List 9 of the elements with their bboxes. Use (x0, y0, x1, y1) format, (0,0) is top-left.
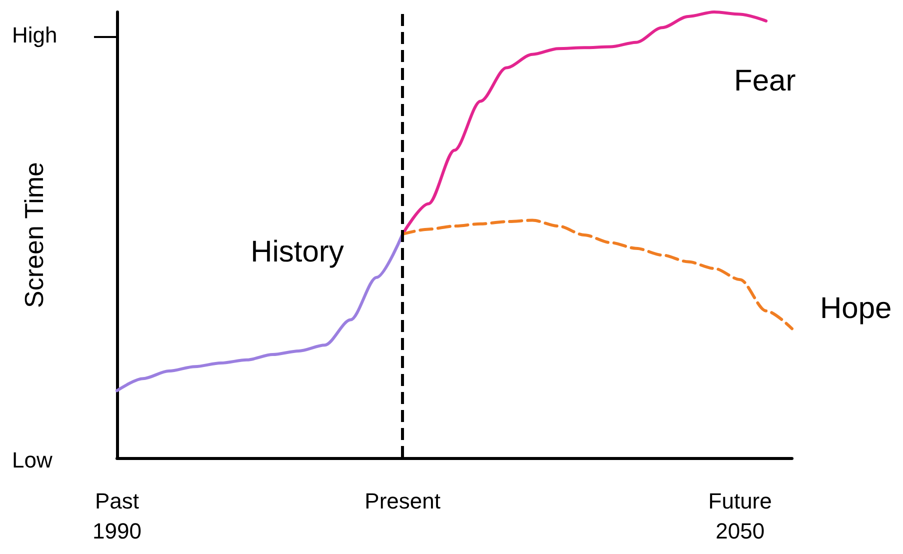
x-tick-label: Past 1990 (92, 488, 142, 544)
text: Low (12, 448, 52, 472)
x-tick-label: Present (364, 488, 440, 514)
series-label: Hope (820, 292, 892, 326)
text: High (12, 22, 58, 48)
y-axis-title: Screen Time (19, 162, 49, 308)
series-label: Fear (734, 64, 796, 98)
x-tick-label: Future 2050 (708, 488, 772, 544)
series-label: History (250, 236, 344, 269)
